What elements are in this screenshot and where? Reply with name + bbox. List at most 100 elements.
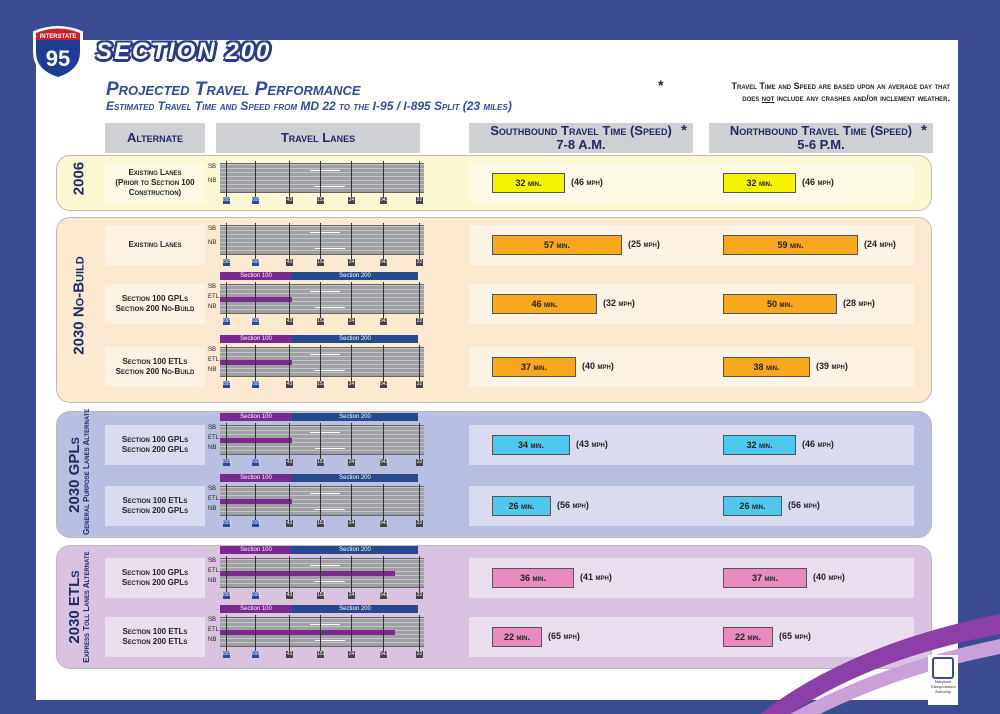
exit-marker: 895 bbox=[223, 520, 232, 527]
lanes bbox=[220, 425, 424, 455]
exit-marker: 43 bbox=[286, 651, 293, 658]
direction-arrow bbox=[310, 493, 340, 494]
exit-marker: 895 bbox=[223, 259, 232, 266]
lanes bbox=[220, 163, 424, 193]
exit-marker: 543 bbox=[380, 381, 389, 388]
exit-tick bbox=[226, 223, 227, 259]
page-subtitle: Estimated Travel Time and Speed from MD … bbox=[106, 99, 512, 113]
exit-marker: 24 bbox=[348, 651, 355, 658]
row-background-alt bbox=[105, 558, 205, 598]
exit-tick bbox=[383, 423, 384, 459]
row-background-alt bbox=[105, 284, 205, 324]
lane-label-nb: NB bbox=[208, 445, 217, 451]
exit-marker: 43 bbox=[286, 197, 293, 204]
northbound-speed: (28 mph) bbox=[843, 298, 875, 308]
direction-arrow bbox=[310, 232, 340, 233]
exit-marker: 152 bbox=[317, 381, 326, 388]
exit-tick bbox=[289, 282, 290, 318]
footnote-star: * bbox=[658, 77, 664, 93]
alternate-label: Section 100 ETLs Section 200 GPLs bbox=[121, 496, 189, 515]
section-200-band: Section 200 bbox=[292, 605, 418, 613]
exit-marker: 43 bbox=[286, 381, 293, 388]
exit-marker: 543 bbox=[380, 592, 389, 599]
exit-tick bbox=[226, 282, 227, 318]
section-100-band: Section 100 bbox=[220, 413, 292, 421]
exit-marker: 152 bbox=[317, 592, 326, 599]
row-background-alt bbox=[105, 225, 205, 265]
row-background-alt bbox=[105, 425, 205, 465]
exit-tick bbox=[255, 423, 256, 459]
exit-tick bbox=[320, 345, 321, 381]
exit-marker: 543 bbox=[380, 197, 389, 204]
exit-tick bbox=[320, 161, 321, 197]
northbound-time-bar: 22 min. bbox=[723, 627, 773, 647]
exit-tick bbox=[351, 615, 352, 651]
exit-marker: 43 bbox=[286, 592, 293, 599]
travel-lanes-diagram: Section 100 Section 200 SB ETL NB 895 695 43 152… bbox=[208, 335, 430, 389]
exit-tick bbox=[419, 484, 420, 520]
etl-lane bbox=[220, 630, 395, 635]
exit-marker: 22 bbox=[416, 520, 423, 527]
exit-marker: 24 bbox=[348, 318, 355, 325]
exit-tick bbox=[289, 423, 290, 459]
exit-marker: 695 bbox=[252, 381, 261, 388]
exit-tick bbox=[383, 161, 384, 197]
exit-marker: 695 bbox=[252, 651, 261, 658]
exit-tick bbox=[419, 161, 420, 197]
exit-tick bbox=[351, 484, 352, 520]
lane-label-etl: ETL bbox=[208, 294, 220, 300]
exit-tick bbox=[226, 615, 227, 651]
row-background-alt bbox=[105, 163, 205, 203]
lane-label-sb: SB bbox=[208, 284, 217, 290]
exit-marker: 24 bbox=[348, 259, 355, 266]
alternate-label: Section 100 GPLs Section 200 GPLs bbox=[121, 568, 189, 587]
row-background-alt bbox=[105, 617, 205, 657]
exit-tick bbox=[383, 556, 384, 592]
direction-arrow bbox=[310, 291, 340, 292]
section-label: 2030 ETLs Express Toll Lanes Alternate bbox=[66, 551, 91, 663]
row-background-alt bbox=[105, 347, 205, 387]
row-background-alt bbox=[105, 486, 205, 526]
exit-tick bbox=[320, 556, 321, 592]
lane-label-etl: ETL bbox=[208, 568, 220, 574]
northbound-time-bar: 59 min. bbox=[723, 235, 858, 255]
alternate-label: Existing Lanes bbox=[128, 240, 182, 249]
southbound-speed: (41 mph) bbox=[580, 572, 612, 582]
exit-tick bbox=[226, 484, 227, 520]
exit-tick bbox=[351, 282, 352, 318]
lane-label-sb: SB bbox=[208, 164, 217, 170]
exit-tick bbox=[320, 484, 321, 520]
exit-marker: 24 bbox=[348, 459, 355, 466]
exit-tick bbox=[255, 161, 256, 197]
etl-lane bbox=[220, 571, 395, 576]
lane-label-nb: NB bbox=[208, 578, 217, 584]
alternate-label: Section 100 GPLs Section 200 No-Build bbox=[115, 294, 195, 313]
section-label: 2030 No-Build bbox=[70, 256, 88, 355]
etl-lane bbox=[220, 360, 292, 365]
exit-marker: 22 bbox=[416, 197, 423, 204]
travel-lanes-diagram: SB NB 895 695 43 152 24 543 22 bbox=[208, 161, 430, 215]
northbound-time-bar: 38 min. bbox=[723, 357, 810, 377]
exit-tick bbox=[255, 282, 256, 318]
direction-arrow bbox=[315, 307, 345, 308]
exit-tick bbox=[289, 223, 290, 259]
exit-marker: 695 bbox=[252, 197, 261, 204]
section-100-band: Section 100 bbox=[220, 272, 292, 280]
exit-marker: 895 bbox=[223, 592, 232, 599]
shield-top-text: INTERSTATE bbox=[40, 34, 77, 40]
travel-lanes-diagram: Section 100 Section 200 SB ETL NB 895 695 43 152… bbox=[208, 272, 430, 326]
direction-arrow bbox=[310, 432, 340, 433]
exit-tick bbox=[383, 615, 384, 651]
direction-arrow bbox=[315, 248, 345, 249]
section-label: 2006 bbox=[70, 161, 88, 196]
exit-tick bbox=[419, 282, 420, 318]
exit-marker: 695 bbox=[252, 259, 261, 266]
travel-lanes-diagram: SB NB 895 695 43 152 24 543 22 bbox=[208, 223, 430, 277]
direction-arrow bbox=[310, 170, 340, 171]
lane-label-sb: SB bbox=[208, 617, 217, 623]
lane-label-etl: ETL bbox=[208, 357, 220, 363]
southbound-time-bar: 57 min. bbox=[492, 235, 622, 255]
lane-label-nb: NB bbox=[208, 637, 217, 643]
exit-marker: 695 bbox=[252, 318, 261, 325]
exit-marker: 24 bbox=[348, 381, 355, 388]
